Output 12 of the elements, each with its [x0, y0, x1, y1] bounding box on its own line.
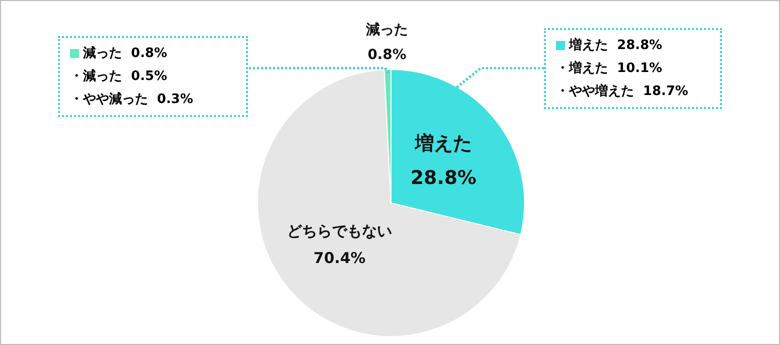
data-label: 28.8% [410, 166, 476, 189]
text: ・減った 0.5% [70, 68, 168, 86]
text: 増えた 28.8% [569, 36, 662, 55]
text: ・やや増えた 18.7% [556, 82, 688, 101]
data-label: 0.8% [368, 47, 406, 64]
text: 減った 0.8% [83, 45, 168, 63]
slice-label: 増えた [414, 132, 472, 155]
text: ・やや減った 0.3% [70, 91, 194, 109]
slice-label: 減った [364, 22, 408, 38]
text: ・増えた 10.1% [556, 60, 662, 78]
data-label: 70.4% [314, 248, 366, 267]
slice-label: どちらでもない [287, 222, 392, 240]
